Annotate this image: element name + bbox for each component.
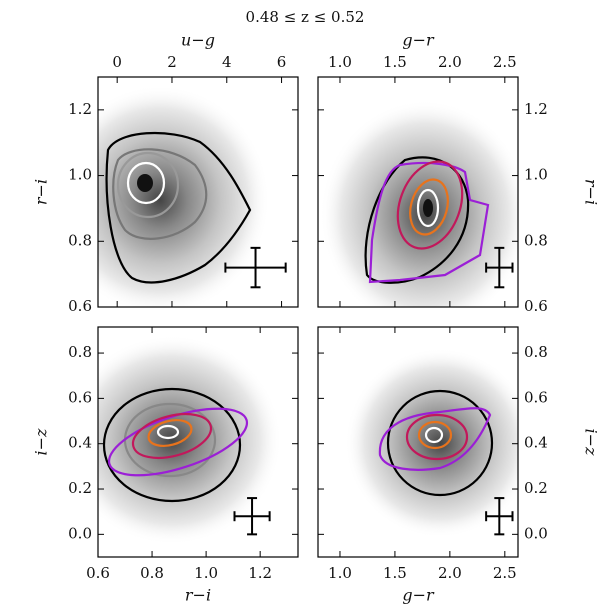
x-tick-label: 2.0 — [438, 53, 462, 71]
plot-frame — [317, 326, 519, 558]
plot-frame — [97, 326, 299, 558]
y-tick-label: 0.8 — [524, 343, 548, 361]
figure-title: 0.48 ≤ z ≤ 0.52 — [246, 8, 365, 26]
density-core — [137, 174, 153, 192]
y-tick-label: 0.2 — [524, 479, 548, 497]
contour — [131, 412, 213, 460]
contour — [378, 407, 492, 471]
x-axis-label: r−i — [185, 586, 211, 605]
x-tick-label: 2.5 — [493, 564, 517, 582]
y-tick-label: 0.4 — [68, 434, 92, 452]
contour — [396, 160, 464, 250]
x-tick-label: 2.0 — [438, 564, 462, 582]
y-tick-label: 0.0 — [524, 524, 548, 542]
x-tick-label: 0.8 — [140, 564, 164, 582]
x-tick-label: 2 — [167, 53, 177, 71]
y-tick-label: 1.0 — [68, 166, 92, 184]
x-tick-label: 1.0 — [328, 53, 352, 71]
density-cloud — [345, 348, 518, 538]
contour — [102, 387, 242, 503]
x-tick-label: 6 — [277, 53, 287, 71]
y-tick-label: 0.6 — [524, 388, 548, 406]
contour — [116, 151, 180, 219]
x-tick-label: 2.5 — [493, 53, 517, 71]
y-tick-label: 0.6 — [68, 297, 92, 315]
x-tick-label: 1.5 — [383, 564, 407, 582]
contour — [105, 131, 252, 284]
x-tick-label: 0 — [112, 53, 122, 71]
y-tick-label: 0.6 — [68, 388, 92, 406]
density-panel — [320, 100, 518, 307]
y-axis-label: i−z — [582, 429, 601, 457]
contour — [386, 389, 494, 497]
density-cloud — [98, 85, 270, 307]
x-axis-label: u−g — [181, 31, 215, 50]
y-tick-label: 0.0 — [68, 524, 92, 542]
y-tick-label: 0.8 — [68, 343, 92, 361]
x-tick-label: 4 — [222, 53, 232, 71]
y-axis-label: i−z — [32, 428, 51, 456]
contour — [156, 424, 180, 440]
y-tick-label: 1.2 — [524, 100, 548, 118]
y-tick-label: 1.2 — [68, 100, 92, 118]
x-tick-label: 1.5 — [383, 53, 407, 71]
density-panel — [98, 85, 270, 307]
y-axis-label: r−i — [32, 179, 51, 205]
y-tick-label: 0.6 — [524, 297, 548, 315]
x-tick-label: 1.2 — [248, 564, 272, 582]
x-tick-label: 0.6 — [86, 564, 110, 582]
density-panel — [98, 335, 282, 545]
x-axis-label: g−r — [402, 586, 435, 605]
contour — [107, 407, 249, 477]
contour — [368, 161, 490, 284]
contour — [112, 148, 208, 240]
y-tick-label: 0.2 — [68, 479, 92, 497]
contour — [126, 161, 166, 205]
density-core — [423, 199, 433, 217]
contour — [405, 413, 469, 461]
y-tick-label: 0.4 — [524, 434, 548, 452]
x-axis-label: g−r — [402, 31, 435, 50]
contour — [417, 420, 453, 450]
density-cloud — [98, 335, 282, 545]
density-panel — [345, 348, 518, 538]
contour — [424, 426, 444, 444]
plot-frame — [97, 76, 299, 308]
x-tick-label: 1.0 — [328, 564, 352, 582]
y-tick-label: 0.8 — [524, 231, 548, 249]
y-tick-label: 1.0 — [524, 166, 548, 184]
y-tick-label: 0.8 — [68, 231, 92, 249]
contour — [409, 178, 449, 236]
plot-frame — [317, 76, 519, 308]
x-tick-label: 1.0 — [194, 564, 218, 582]
contour — [147, 418, 193, 448]
contour — [416, 188, 440, 228]
y-axis-label: r−i — [582, 179, 601, 205]
